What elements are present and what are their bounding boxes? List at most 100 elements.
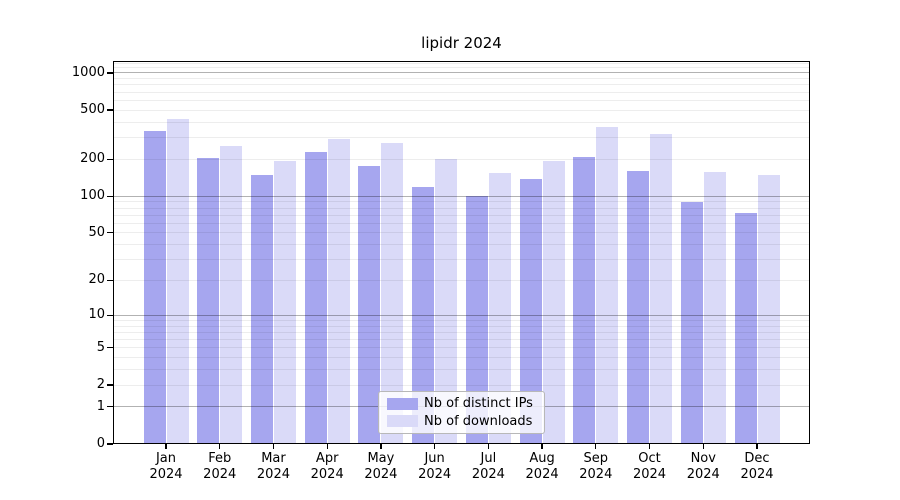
y-tick-label: 10 [88, 307, 105, 323]
x-tick-mark [433, 444, 436, 449]
x-tick-mark [326, 444, 328, 449]
grid-line-minor [113, 259, 810, 261]
grid-line-minor [113, 158, 810, 160]
y-tick-label: 2 [96, 377, 105, 392]
y-tick-mark [107, 109, 113, 111]
chart-title: lipidr 2024 [421, 34, 502, 52]
bar-downloads [757, 174, 780, 444]
y-tick-label: 50 [88, 224, 105, 240]
grid-line-major [113, 72, 810, 74]
y-tick-mark [107, 279, 113, 282]
y-tick-mark [107, 384, 113, 386]
y-tick-mark [107, 347, 113, 349]
y-tick-label: 0 [96, 436, 105, 451]
x-tick-label: May 2024 [364, 451, 398, 482]
bar-downloads [650, 134, 673, 444]
bar-downloads [166, 119, 189, 444]
bar-downloads [273, 161, 296, 444]
bar-distinct-ips [358, 166, 381, 444]
bar-distinct-ips [197, 158, 220, 444]
grid-line-minor [113, 99, 810, 101]
x-tick-label: Apr 2024 [310, 451, 344, 482]
y-tick-label: 1 [96, 398, 105, 414]
bar-downloads [327, 139, 350, 444]
bar-downloads [703, 172, 726, 444]
grid-line-minor [113, 369, 810, 371]
grid-line-minor [113, 244, 810, 246]
y-tick-label: 5 [96, 339, 105, 355]
x-tick-label: Oct 2024 [632, 451, 667, 482]
y-tick-mark [107, 443, 113, 445]
bar-distinct-ips [465, 196, 488, 444]
x-tick-label: Jun 2024 [418, 451, 452, 482]
x-tick-label: Mar 2024 [256, 451, 290, 482]
x-tick-mark [165, 444, 167, 449]
grid-line-minor [113, 319, 810, 321]
y-tick-mark [107, 314, 113, 316]
x-tick-mark [541, 444, 543, 449]
y-tick-label: 200 [80, 151, 105, 167]
x-tick-label: Sep 2024 [579, 451, 613, 482]
grid-line-minor [113, 121, 810, 123]
x-tick-label: Nov 2024 [686, 451, 720, 482]
bar-downloads [542, 161, 565, 444]
legend-swatch-distinct-ips [387, 397, 418, 410]
bar-distinct-ips [734, 212, 757, 444]
legend: Nb of distinct IPs Nb of downloads [378, 391, 545, 434]
grid-line-minor [113, 357, 810, 359]
legend-label-distinct-ips: Nb of distinct IPs [424, 396, 533, 412]
legend-label-downloads: Nb of downloads [424, 413, 533, 429]
y-tick-label: 500 [80, 102, 105, 118]
bar-distinct-ips [143, 130, 166, 444]
grid-line-minor [113, 214, 810, 216]
grid-line-minor [113, 91, 810, 93]
legend-swatch-downloads [387, 415, 418, 428]
y-tick-mark [107, 406, 113, 408]
grid-line-minor [113, 201, 810, 203]
x-tick-mark [380, 444, 382, 449]
grid-line-minor [113, 78, 810, 80]
grid-line-minor [113, 232, 810, 234]
grid-line-major [113, 195, 810, 197]
bar-distinct-ips [250, 174, 273, 444]
x-tick-mark [219, 444, 221, 449]
x-tick-label: Jul 2024 [471, 451, 505, 482]
y-tick-mark [107, 232, 113, 234]
x-tick-label: Jan 2024 [149, 451, 183, 482]
x-tick-mark [648, 444, 651, 449]
grid-line-minor [113, 109, 810, 111]
bar-downloads [488, 172, 511, 444]
grid-line-minor [113, 331, 810, 333]
grid-line-minor [113, 137, 810, 138]
bar-distinct-ips [627, 171, 650, 444]
grid-line-minor [113, 84, 810, 86]
x-tick-label: Dec 2024 [740, 451, 774, 482]
grid-line-minor [113, 347, 810, 349]
y-tick-mark [107, 158, 113, 160]
grid-line-minor [113, 338, 810, 340]
bar-distinct-ips [680, 202, 703, 444]
grid-line-minor [113, 207, 810, 209]
bar-distinct-ips [412, 186, 435, 444]
grid-line-major [113, 314, 810, 316]
x-tick-label: Feb 2024 [203, 451, 237, 482]
x-tick-label: Aug 2024 [525, 451, 559, 482]
legend-row-distinct-ips: Nb of distinct IPs [387, 396, 536, 411]
legend-row-downloads: Nb of downloads [387, 414, 536, 429]
x-tick-mark [487, 444, 489, 449]
grid-line-minor [113, 325, 810, 327]
x-tick-mark [272, 444, 275, 449]
bar-downloads [596, 127, 619, 444]
x-tick-mark [756, 444, 758, 449]
bar-distinct-ips [519, 178, 542, 444]
grid-line-minor [113, 384, 810, 386]
y-tick-mark [107, 72, 113, 74]
y-tick-label: 1000 [71, 64, 105, 80]
y-tick-label: 100 [80, 188, 105, 204]
bar-distinct-ips [573, 157, 596, 444]
bar-distinct-ips [304, 152, 327, 444]
grid-line-minor [113, 67, 810, 69]
grid-line-minor [113, 279, 810, 281]
grid-line-minor [113, 222, 810, 224]
